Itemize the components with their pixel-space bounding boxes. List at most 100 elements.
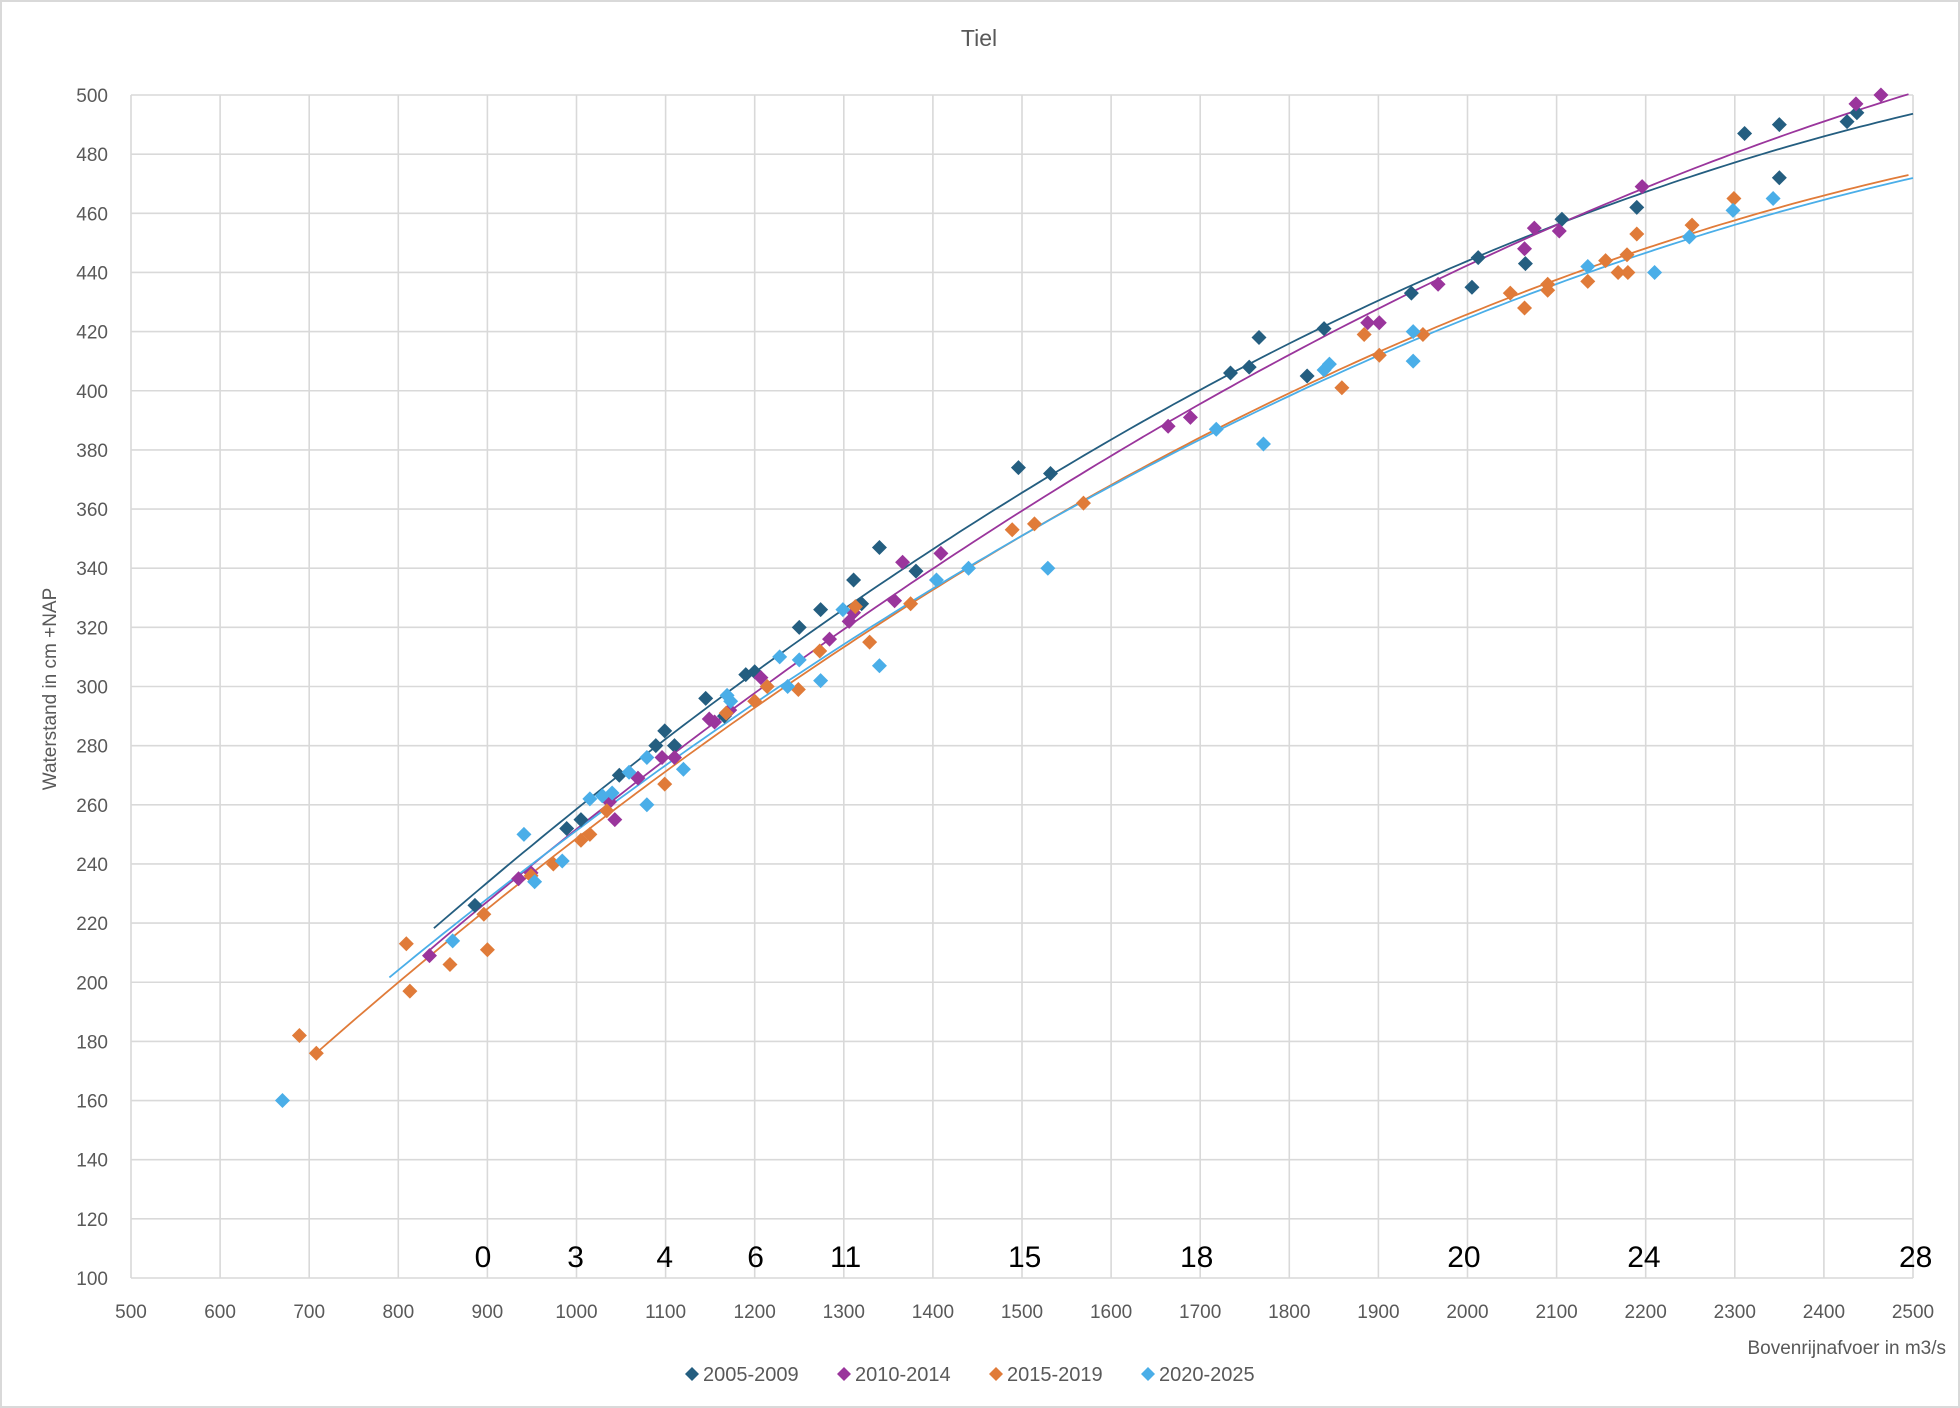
data-point-2010-2014 bbox=[707, 714, 723, 730]
data-point-2020-2025 bbox=[723, 693, 739, 709]
data-point-2010-2014 bbox=[1182, 409, 1198, 425]
annotation-label: 18 bbox=[1180, 1241, 1213, 1274]
y-tick-label: 380 bbox=[76, 441, 108, 462]
x-tick-label: 700 bbox=[293, 1302, 325, 1323]
annotation-label: 20 bbox=[1447, 1241, 1480, 1274]
data-point-2005-2009 bbox=[1554, 211, 1570, 227]
data-point-2015-2019 bbox=[1356, 327, 1372, 343]
data-point-2020-2025 bbox=[639, 797, 655, 813]
data-point-2020-2025 bbox=[1580, 259, 1596, 275]
data-point-2020-2025 bbox=[835, 602, 851, 618]
annotation-label: 0 bbox=[475, 1241, 492, 1274]
data-point-2015-2019 bbox=[1334, 380, 1350, 396]
y-tick-label: 500 bbox=[76, 86, 108, 107]
data-point-2015-2019 bbox=[903, 596, 919, 612]
y-tick-label: 100 bbox=[76, 1269, 108, 1290]
data-point-2020-2025 bbox=[516, 826, 532, 842]
y-tick-labels: 100 120 140 160 180 200 220 240 260 280 300 320 340 3… bbox=[76, 86, 108, 1290]
y-tick-label: 320 bbox=[76, 618, 108, 639]
data-point-2015-2019 bbox=[790, 681, 806, 697]
y-tick-label: 200 bbox=[76, 973, 108, 994]
data-point-2020-2025 bbox=[780, 679, 796, 694]
x-tick-label: 500 bbox=[115, 1302, 147, 1323]
data-point-2005-2009 bbox=[559, 820, 575, 836]
x-tick-label: 800 bbox=[382, 1302, 414, 1323]
data-point-2015-2019 bbox=[657, 776, 673, 792]
data-point-2010-2014 bbox=[1160, 418, 1176, 434]
data-point-2010-2014 bbox=[1517, 241, 1533, 257]
x-tick-label: 1100 bbox=[645, 1302, 686, 1323]
y-tick-label: 120 bbox=[76, 1210, 108, 1231]
data-point-2015-2019 bbox=[862, 634, 878, 650]
x-tick-labels: 500 600 700 800 900 1000 1100 1200 1300 1400 1500 1… bbox=[115, 1302, 1934, 1323]
data-point-2020-2025 bbox=[1405, 353, 1421, 369]
data-point-2005-2009 bbox=[1251, 330, 1267, 346]
data-point-2010-2014 bbox=[887, 593, 903, 609]
y-tick-label: 180 bbox=[76, 1032, 108, 1053]
data-point-2015-2019 bbox=[402, 983, 418, 999]
data-point-2010-2014 bbox=[511, 871, 527, 887]
data-point-2015-2019 bbox=[1517, 300, 1533, 316]
data-point-2020-2025 bbox=[274, 1093, 290, 1109]
x-tick-label: 2300 bbox=[1714, 1302, 1756, 1323]
x-tick-label: 1500 bbox=[1001, 1302, 1043, 1323]
data-point-2020-2025 bbox=[554, 853, 570, 869]
y-tick-label: 160 bbox=[76, 1092, 108, 1113]
data-point-2005-2009 bbox=[791, 619, 807, 635]
data-point-2020-2025 bbox=[445, 933, 461, 949]
data-point-2020-2025 bbox=[961, 560, 977, 576]
data-point-2010-2014 bbox=[607, 812, 623, 828]
data-point-2005-2009 bbox=[1010, 460, 1026, 476]
data-point-2005-2009 bbox=[657, 723, 673, 739]
data-point-2020-2025 bbox=[675, 761, 691, 777]
data-point-2015-2019 bbox=[291, 1027, 307, 1043]
x-tick-label: 1200 bbox=[734, 1302, 776, 1323]
annotation-label: 3 bbox=[567, 1241, 584, 1274]
data-point-2005-2009 bbox=[1241, 359, 1257, 375]
data-point-2015-2019 bbox=[718, 705, 734, 721]
data-point-2020-2025 bbox=[1405, 324, 1421, 340]
annotation-label: 28 bbox=[1899, 1241, 1932, 1274]
legend-entry: 2020-2025 bbox=[1159, 1364, 1255, 1386]
legend-entry: 2010-2014 bbox=[855, 1364, 951, 1386]
data-point-2015-2019 bbox=[398, 936, 414, 952]
x-axis-label: Bovenrijnafvoer in m3/s bbox=[1747, 1338, 1946, 1359]
data-point-2020-2025 bbox=[639, 749, 655, 765]
data-point-2005-2009 bbox=[1771, 117, 1787, 133]
data-point-2020-2025 bbox=[527, 874, 543, 890]
data-point-2010-2014 bbox=[933, 545, 949, 561]
data-point-2015-2019 bbox=[1684, 217, 1700, 233]
annotation-label: 11 bbox=[830, 1241, 861, 1274]
data-point-2020-2025 bbox=[871, 658, 887, 674]
x-tick-label: 1000 bbox=[555, 1302, 597, 1323]
data-point-2005-2009 bbox=[871, 539, 887, 555]
data-point-2010-2014 bbox=[1526, 220, 1542, 236]
y-tick-label: 420 bbox=[76, 323, 108, 344]
data-point-2010-2014 bbox=[822, 631, 838, 647]
data-point-2020-2025 bbox=[1040, 560, 1056, 576]
legend-marker-icon bbox=[989, 1367, 1003, 1381]
legend: 2005-2009 2010-2014 2015-2019 2020-2025 bbox=[685, 1364, 1255, 1386]
data-point-2005-2009 bbox=[698, 690, 714, 706]
data-point-2020-2025 bbox=[1647, 264, 1663, 280]
y-tick-label: 280 bbox=[76, 737, 108, 758]
data-point-2015-2019 bbox=[1620, 264, 1636, 280]
y-tick-label: 360 bbox=[76, 500, 108, 521]
data-point-2005-2009 bbox=[1629, 199, 1645, 215]
data-point-2010-2014 bbox=[1634, 179, 1650, 195]
data-point-2005-2009 bbox=[1403, 285, 1419, 301]
data-point-2005-2009 bbox=[1517, 256, 1533, 272]
data-point-2010-2014 bbox=[421, 948, 437, 964]
x-tick-label: 2400 bbox=[1803, 1302, 1845, 1323]
data-point-2015-2019 bbox=[812, 643, 828, 659]
data-point-2020-2025 bbox=[1208, 421, 1224, 437]
data-point-2005-2009 bbox=[648, 738, 664, 754]
x-tick-label: 1300 bbox=[823, 1302, 865, 1323]
data-point-2020-2025 bbox=[1321, 356, 1337, 372]
data-point-2015-2019 bbox=[1502, 285, 1518, 301]
data-points bbox=[274, 87, 1889, 1109]
data-point-2015-2019 bbox=[1598, 253, 1614, 269]
data-point-2015-2019 bbox=[759, 679, 775, 694]
